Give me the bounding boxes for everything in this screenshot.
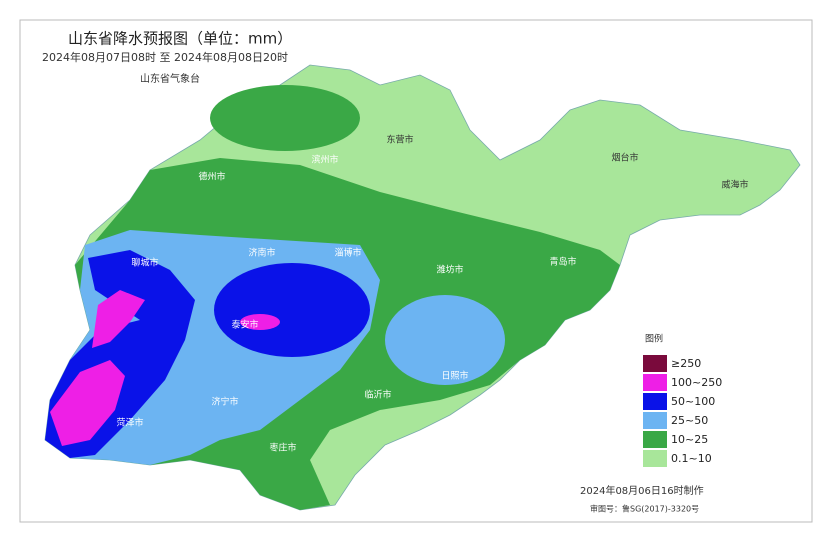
city-label: 青岛市 xyxy=(549,256,576,268)
made-time: 2024年08月06日16时制作 xyxy=(580,484,704,497)
zone-50-100 xyxy=(214,263,370,357)
legend-swatch xyxy=(643,393,667,410)
precipitation-map xyxy=(44,64,801,511)
issuer: 山东省气象台 xyxy=(140,72,200,85)
city-label: 泰安市 xyxy=(231,319,258,331)
legend-swatch xyxy=(643,450,667,467)
city-label: 东营市 xyxy=(386,134,413,146)
legend-swatch xyxy=(643,412,667,429)
legend-label: ≥250 xyxy=(671,357,701,370)
city-label: 滨州市 xyxy=(311,154,338,166)
legend-label: 25~50 xyxy=(671,414,708,427)
city-label: 济宁市 xyxy=(211,396,238,408)
city-label: 济南市 xyxy=(248,247,275,259)
legend-label: 10~25 xyxy=(671,433,708,446)
zone-100-250 xyxy=(240,314,280,330)
zone-100-250 xyxy=(92,290,145,348)
city-label: 菏泽市 xyxy=(116,417,143,429)
zone-25-50 xyxy=(385,295,505,385)
city-label: 烟台市 xyxy=(611,152,638,164)
approval-number: 审图号：鲁SG(2017)-3320号 xyxy=(590,504,699,514)
city-label: 枣庄市 xyxy=(269,442,296,454)
legend-label: 100~250 xyxy=(671,376,722,389)
zone-10-25 xyxy=(210,85,360,151)
legend-swatch xyxy=(643,374,667,391)
legend-swatch xyxy=(643,431,667,448)
legend-label: 50~100 xyxy=(671,395,715,408)
map-title: 山东省降水预报图（单位：mm） xyxy=(68,30,292,48)
city-label: 潍坊市 xyxy=(436,264,463,276)
city-label: 德州市 xyxy=(198,171,225,183)
city-label: 临沂市 xyxy=(364,389,391,401)
legend-swatch xyxy=(643,355,667,372)
legend-label: 0.1~10 xyxy=(671,452,712,465)
legend-title: 图例 xyxy=(645,333,663,345)
city-label: 日照市 xyxy=(441,370,468,382)
legend: 图例 ≥250 100~250 50~100 25~50 10~25 0.1~10 xyxy=(643,333,722,467)
city-label: 聊城市 xyxy=(131,257,158,269)
city-label: 淄博市 xyxy=(334,247,361,259)
city-label: 威海市 xyxy=(721,179,748,191)
zone-100-250 xyxy=(50,360,125,446)
city-labels: 德州市 滨州市 东营市 烟台市 威海市 聊城市 济南市 淄博市 潍坊市 青岛市 … xyxy=(116,134,748,454)
period: 2024年08月07日08时 至 2024年08月08日20时 xyxy=(42,50,288,64)
